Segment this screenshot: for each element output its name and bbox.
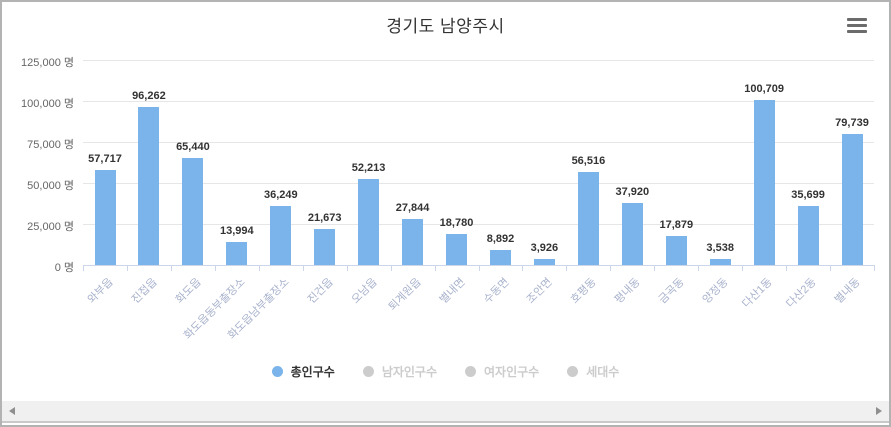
bar-value-label: 79,739: [835, 117, 869, 129]
bar-value-label: 36,249: [263, 189, 298, 201]
gridline: [83, 183, 874, 184]
bar-value-label: 57,717: [88, 153, 122, 165]
x-axis-tick: [126, 265, 128, 271]
bar[interactable]: [753, 100, 775, 265]
scroll-left-arrow-icon[interactable]: [9, 407, 15, 415]
bar[interactable]: [797, 206, 819, 265]
bar[interactable]: [841, 134, 863, 265]
x-axis-tick: [830, 265, 832, 271]
legend-item-3[interactable]: 세대수: [567, 363, 619, 380]
bar-value-label: 17,879: [659, 219, 694, 231]
bar[interactable]: [314, 229, 336, 265]
gridline: [83, 60, 874, 61]
bar-value-label: 37,920: [615, 186, 650, 198]
bar[interactable]: [533, 259, 555, 265]
x-axis-tick: [786, 265, 788, 271]
bar-value-label: 35,699: [791, 189, 825, 201]
bar[interactable]: [358, 179, 380, 265]
x-axis-tick: [478, 265, 480, 271]
y-axis-label: 25,000 명: [27, 221, 74, 233]
y-axis-label: 125,000 명: [21, 57, 74, 69]
chart-title: 경기도 남양주시: [386, 17, 505, 36]
legend-label: 여자인구수: [484, 365, 540, 379]
horizontal-scrollbar[interactable]: [2, 401, 889, 423]
x-axis-tick: [170, 265, 172, 271]
gridline: [83, 101, 874, 102]
y-axis-label: 0 명: [54, 262, 74, 274]
bar[interactable]: [709, 259, 731, 265]
x-axis-tick: [390, 265, 392, 271]
legend-label: 총인구수: [290, 365, 335, 379]
legend-item-1[interactable]: 남자인구수: [362, 363, 438, 380]
legend-marker-icon: [567, 366, 579, 377]
legend-label: 남자인구수: [381, 365, 438, 379]
x-axis-tick: [522, 265, 524, 271]
bar-value-label: 96,262: [132, 90, 166, 102]
gridline: [83, 224, 874, 225]
bar[interactable]: [94, 170, 116, 265]
chart-legend: 총인구수 남자인구수 여자인구수 세대수: [2, 363, 889, 380]
x-axis-tick: [654, 265, 656, 271]
bar-value-label: 21,673: [307, 212, 342, 224]
x-axis-tick: [874, 265, 875, 271]
legend-marker-icon: [465, 366, 477, 377]
x-axis-tick: [698, 265, 700, 271]
x-axis-tick: [258, 265, 260, 271]
bar-value-label: 56,516: [571, 155, 606, 167]
y-axis-label: 50,000 명: [27, 180, 74, 192]
bar[interactable]: [138, 107, 160, 265]
x-axis-tick: [742, 265, 744, 271]
bar-value-label: 3,926: [530, 242, 559, 254]
bar-value-label: 100,709: [744, 83, 784, 95]
x-axis-tick: [610, 265, 612, 271]
bar[interactable]: [402, 219, 424, 265]
x-axis-tick: [346, 265, 348, 271]
y-axis-label: 100,000 명: [21, 98, 74, 110]
bar-value-label: 13,994: [219, 225, 254, 237]
bar[interactable]: [182, 158, 204, 265]
bar-value-label: 52,213: [351, 162, 386, 174]
hamburger-menu-icon[interactable]: [847, 18, 867, 34]
bar-value-label: 8,892: [486, 233, 515, 245]
legend-label: 세대수: [586, 365, 620, 379]
x-axis-tick: [566, 265, 568, 271]
bar-value-label: 3,538: [706, 242, 734, 254]
legend-item-2[interactable]: 여자인구수: [465, 363, 539, 380]
bar[interactable]: [665, 236, 687, 265]
legend-marker-icon: [271, 366, 283, 377]
bar-value-label: 65,440: [176, 141, 210, 153]
bar-value-label: 27,844: [395, 202, 430, 214]
x-axis-tick: [434, 265, 436, 271]
x-axis-tick: [214, 265, 216, 271]
bar[interactable]: [270, 206, 292, 265]
x-axis-tick: [83, 265, 84, 271]
legend-item-0[interactable]: 총인구수: [271, 363, 335, 380]
scroll-right-arrow-icon[interactable]: [876, 407, 882, 415]
bar[interactable]: [621, 203, 643, 265]
x-axis-tick: [302, 265, 304, 271]
y-axis-label: 75,000 명: [27, 139, 74, 151]
bar[interactable]: [490, 250, 511, 265]
bar[interactable]: [577, 172, 599, 265]
legend-marker-icon: [362, 366, 374, 377]
bar[interactable]: [226, 242, 248, 265]
bar-value-label: 18,780: [439, 217, 474, 229]
bar[interactable]: [446, 234, 467, 265]
gridline: [83, 142, 874, 143]
